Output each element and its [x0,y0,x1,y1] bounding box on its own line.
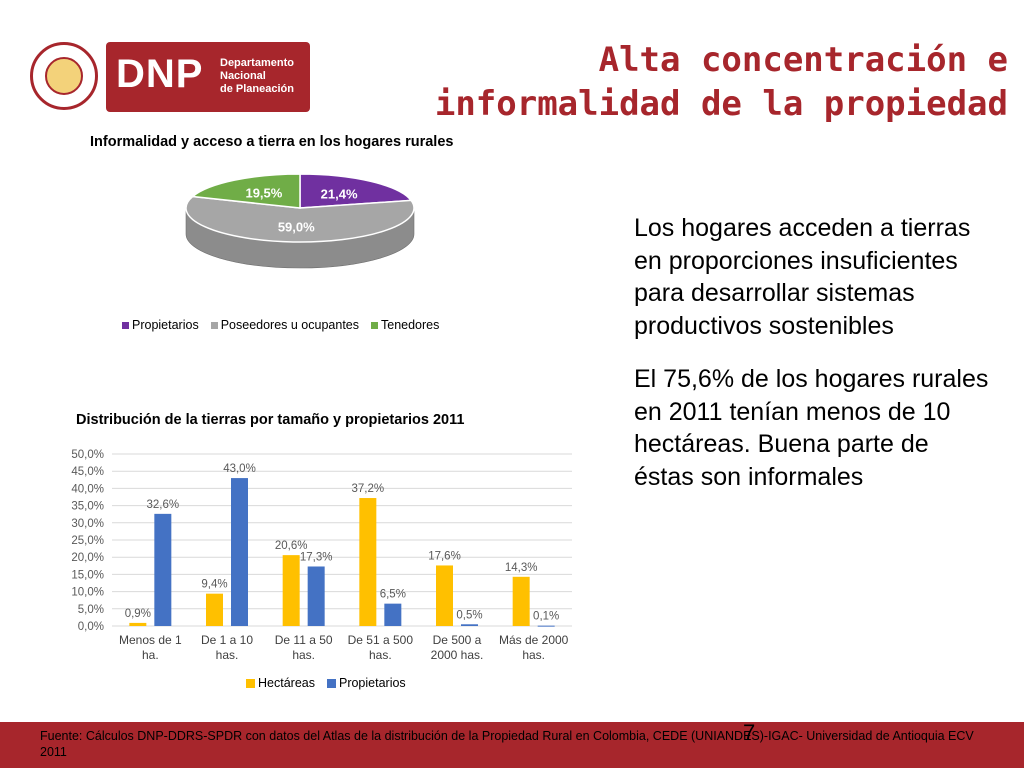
x-tick-label: has. [369,648,392,662]
legend-swatch-yellow [246,678,255,688]
y-tick-label: 30,0% [71,518,104,530]
dnp-logo-abbr: DNP [116,52,204,96]
x-tick-label: has. [292,648,315,662]
bar-chart-svg: 0,0% 5,0% 10,0% 15,0% 20,0% 25,0% 30,0% 35,0% 40… [71,449,572,662]
page-number: 7 [743,720,756,745]
legend-swatch-blue [326,678,336,688]
pie-data-label: 21,4% [321,186,358,201]
bar-propietarios [154,513,172,626]
y-tick-label: 20,0% [71,552,104,564]
y-tick-label: 5,0% [78,604,104,616]
legend-item-tenedores: Tenedores [371,318,439,332]
y-tick-label: 15,0% [71,569,104,581]
x-tick-label: De 11 a 50 [275,633,333,647]
bar-data-label: 14,3% [505,562,538,574]
x-tick-label: has. [216,648,239,662]
bar-data-label: 43,0% [223,463,256,475]
bar-chart-title: Distribución de la tierras por tamaño y … [76,412,465,428]
x-tick-label: De 500 a [433,633,482,647]
footer-bar: Fuente: Cálculos DNP-DDRS-SPDR con datos… [0,720,1024,768]
footer-source: Fuente: Cálculos DNP-DDRS-SPDR con datos… [40,729,974,759]
bar-data-label: 0,1% [533,611,559,623]
y-tick-label: 40,0% [71,483,104,495]
legend-item-poseedores: Poseedores u ocupantes [210,318,359,332]
bar-legend: Hectáreas Propietarios [246,676,406,690]
legend-swatch-green [371,321,378,329]
y-tick-label: 45,0% [71,466,104,478]
legend-label: Poseedores u ocupantes [220,318,359,332]
colombia-seal-logo [30,42,98,110]
pie-slice-0 [299,173,413,209]
x-tick-label: ha. [142,648,159,662]
y-tick-label: 25,0% [71,535,104,547]
x-tick-label: De 1 a 10 [201,633,253,647]
bar-hectareas [282,555,300,626]
y-tick-label: 50,0% [71,449,104,461]
legend-label: Propietarios [132,318,199,332]
bar-data-label: 17,6% [428,550,461,562]
legend-item-propietarios: Propietarios [122,318,199,332]
bar-propietarios [461,624,478,626]
pie-data-label: 59,0% [278,220,315,235]
bar-data-label: 20,6% [275,540,308,552]
pie-chart-title: Informalidad y acceso a tierra en los ho… [90,134,454,150]
bar-data-label: 9,4% [201,579,227,591]
bar-data-label: 17,3% [300,551,333,563]
bar-data-label: 6,5% [380,589,406,601]
pie-slice-1 [185,195,415,243]
bar-hectareas [512,576,530,626]
bar-hectareas [206,593,223,626]
bar-hectareas [359,498,377,626]
legend-swatch-gray [210,321,218,329]
bar-propietarios [307,566,325,626]
bar-propietarios [231,478,248,626]
legend-item-hectareas: Hectáreas [246,676,315,690]
bar-hectareas [129,622,147,626]
bar-hectareas [436,565,453,626]
coat-of-arms-icon [45,57,83,95]
pie-chart: 21,4% 59,0% 19,5% [170,160,430,315]
y-tick-label: 0,0% [78,621,104,633]
bar-data-label: 37,2% [352,483,385,495]
legend-swatch-purple [122,321,129,329]
x-tick-label: 2000 has. [431,648,484,662]
slide-title-line: Alta concentración e [598,40,1008,80]
body-paragraph: Los hogares acceden a tierras en proporc… [634,214,971,340]
x-tick-label: De 51 a 500 [348,633,414,647]
dnp-logo-name: Departamento Nacional de Planeación [220,57,308,96]
bar-data-label: 32,6% [147,499,180,511]
bar-data-label: 0,9% [125,608,151,620]
pie-slice-2 [190,173,301,209]
dnp-logo-name-line: Nacional [220,70,266,82]
legend-label: Tenedores [381,318,440,332]
legend-label: Propietarios [338,676,406,690]
legend-label: Hectáreas [258,676,315,690]
x-tick-label: Más de 2000 [499,633,569,647]
pie-legend: Propietarios Poseedores u ocupantes Tene… [122,318,439,332]
slide-title-line: informalidad de la propiedad [434,84,1008,124]
y-tick-label: 35,0% [71,501,104,513]
bar-propietarios [384,603,402,626]
body-text: Los hogares acceden a tierras en proporc… [634,212,994,514]
bar-chart: 0,0% 5,0% 10,0% 15,0% 20,0% 25,0% 30,0% 35,0% 40… [60,440,580,675]
x-tick-label: has. [522,648,545,662]
bar-data-label: 0,5% [456,609,482,621]
x-tick-label: Menos de 1 [119,633,182,647]
bar-propietarios [537,625,555,627]
dnp-logo-name-line: Departamento [220,57,294,69]
dnp-logo-name-line: de Planeación [220,83,294,95]
dnp-logo: DNP Departamento Nacional de Planeación [106,42,310,112]
y-tick-label: 10,0% [71,587,104,599]
pie-data-label: 19,5% [245,186,282,201]
legend-item-propietarios: Propietarios [326,676,406,690]
body-paragraph: El 75,6% de los hogares rurales en 2011 … [634,365,989,491]
pie-chart-svg: 21,4% 59,0% 19,5% [185,173,415,269]
slide-title: Alta concentración e informalidad de la … [435,38,1008,126]
